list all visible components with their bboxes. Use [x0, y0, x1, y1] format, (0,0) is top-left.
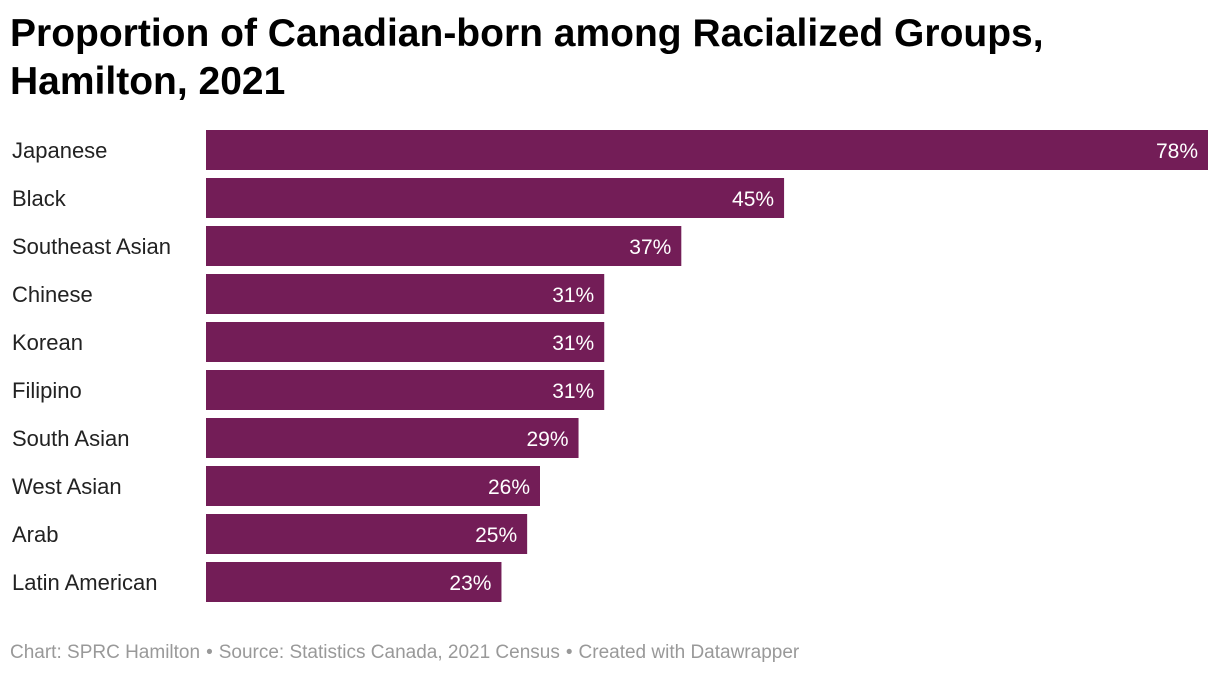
chart-title: Proportion of Canadian-born among Racial…	[10, 12, 1044, 103]
datawrapper-credit: Created with Datawrapper	[578, 642, 800, 663]
bar-value-label: 29%	[527, 428, 569, 451]
bar	[206, 418, 579, 458]
bar	[206, 514, 528, 554]
category-label: Black	[12, 186, 67, 211]
bar-value-label: 23%	[449, 572, 491, 595]
bar	[206, 466, 540, 506]
category-label: Chinese	[12, 282, 93, 307]
bar-value-label: 45%	[732, 188, 774, 211]
bar-value-label: 31%	[552, 284, 594, 307]
bars-layer: Japanese 78% Black 45% Southeast Asian 37% Chi…	[12, 130, 1208, 602]
bar	[206, 178, 785, 218]
category-label: Korean	[12, 330, 83, 355]
bar-value-label: 37%	[629, 236, 671, 259]
bar-value-label: 31%	[552, 332, 594, 355]
bar	[206, 322, 605, 362]
chart-credit: Chart: SPRC Hamilton	[10, 642, 201, 663]
bar	[206, 370, 605, 410]
bar	[206, 226, 682, 266]
footer-separator: •	[565, 642, 573, 663]
category-label: Arab	[12, 522, 58, 547]
bar	[206, 130, 1208, 170]
bar-value-label: 25%	[475, 524, 517, 547]
bar	[206, 274, 605, 314]
category-label: Filipino	[12, 378, 82, 403]
category-label: West Asian	[12, 474, 122, 499]
footer-separator: •	[206, 642, 213, 663]
bar-value-label: 78%	[1156, 140, 1198, 163]
category-label: Latin American	[12, 570, 158, 595]
bar-value-label: 26%	[488, 476, 530, 499]
category-label: South Asian	[12, 426, 129, 451]
bar-value-label: 31%	[552, 380, 594, 403]
source-note: Source: Statistics Canada, 2021 Census	[218, 642, 560, 663]
bar-chart: Japanese 78% Black 45% Southeast Asian 37% Chi…	[12, 130, 1208, 602]
category-label: Japanese	[12, 138, 107, 163]
chart-footer: Chart: SPRC Hamilton • Source: Statistics …	[10, 642, 799, 664]
category-label: Southeast Asian	[12, 234, 171, 259]
bar	[206, 562, 502, 602]
